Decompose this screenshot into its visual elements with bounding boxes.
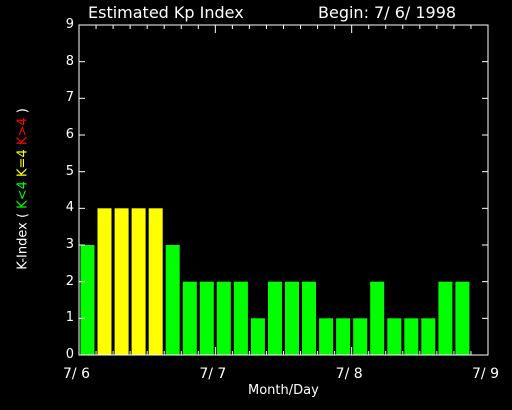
kp-bar (148, 208, 163, 355)
y-tick-label: 6 (65, 127, 74, 142)
y-axis-label: K-Index ( K<4 K=4 K>4 ) (16, 108, 31, 270)
kp-bar (97, 208, 112, 355)
y-axis-label-prefix: K-Index ( (15, 212, 31, 270)
begin-date-label: Begin: 7/ 6/ 1998 (318, 3, 457, 22)
kp-bar (421, 318, 436, 355)
y-axis-label-container: K-Index ( K<4 K=4 K>4 ) (13, 94, 33, 284)
x-tick-label: 7/ 9 (472, 366, 499, 382)
x-tick-label: 7/ 6 (63, 366, 90, 382)
x-axis-label: Month/Day (248, 383, 319, 398)
kp-bar (285, 281, 299, 355)
kp-bar (250, 318, 265, 355)
kp-bar (233, 281, 248, 355)
kp-bar (387, 318, 402, 355)
x-tick-label: 7/ 8 (335, 366, 363, 382)
kp-bar (182, 281, 197, 355)
tick-group (78, 24, 489, 356)
x-tick-label: 7/ 7 (199, 366, 227, 382)
kp-bar (404, 318, 419, 355)
y-tick-label: 7 (65, 90, 74, 106)
kp-bar (438, 281, 453, 355)
kp-bar (131, 208, 146, 355)
chart-title: Estimated Kp Index (88, 3, 244, 22)
y-tick-label: 0 (65, 347, 74, 362)
kp-bar (319, 318, 334, 355)
kp-bar (114, 208, 129, 355)
y-axis-label-suffix: ) (15, 108, 31, 114)
kp-bar (353, 318, 368, 355)
y-tick-label: 3 (65, 237, 74, 252)
kp-bar (216, 281, 231, 355)
kp-bar (268, 281, 282, 355)
kp-bar (80, 245, 95, 355)
y-tick-label: 1 (65, 310, 74, 326)
bar-group (80, 208, 470, 355)
legend-mid: K=4 (15, 149, 31, 177)
y-tick-label: 5 (65, 163, 74, 179)
y-tick-label: 2 (65, 273, 74, 289)
y-tick-label: 9 (65, 17, 74, 32)
kp-bar (370, 281, 385, 355)
y-tick-label: 4 (65, 200, 74, 216)
kp-bar (336, 318, 351, 355)
y-tick-label: 8 (65, 53, 74, 69)
kp-bar (302, 281, 316, 355)
legend-high: K>4 (15, 117, 31, 146)
legend-low: K<4 (15, 181, 31, 209)
kp-bar (165, 245, 180, 355)
kp-bar (455, 281, 470, 355)
kp-bar (199, 281, 214, 355)
